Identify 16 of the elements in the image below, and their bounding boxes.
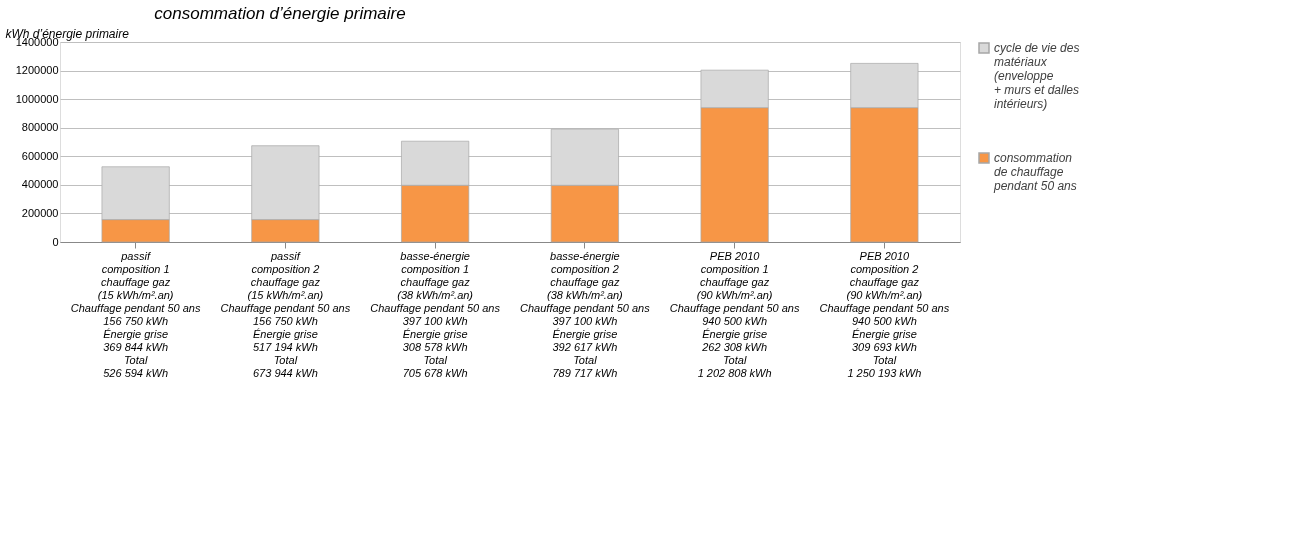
chart-title: consommation d’énergie primaire — [154, 4, 406, 23]
y-tick-label: 400000 — [21, 178, 59, 191]
legend-label: cycle de vie des matériaux (enveloppe + murs et dalles intérieurs) — [994, 41, 1080, 111]
category-label: basse-énergie composition 2 chauffage gaz (38 kWh/m².an) Chauffage pendant 50 ans 397 100 kWh Énergie grise 392 617 kWh Total 789 717 kWh — [520, 249, 650, 379]
y-tick-label: 1000000 — [15, 92, 59, 105]
y-tick-label: 800000 — [21, 121, 59, 134]
y-tick-label: 600000 — [21, 149, 59, 162]
category-label: PEB 2010 composition 1 chauffage gaz (90 kWh/m².an) Chauffage pendant 50 ans 940 500 kWh Énergie grise 262 308 kWh Total 1 202 808 kWh — [669, 249, 800, 379]
legend-label: consommation de chauffage pendant 50 ans — [993, 151, 1077, 193]
category-label: passif composition 2 chauffage gaz (15 kWh/m².an) Chauffage pendant 50 ans 156 750 kWh Énergie grise 517 194 kWh Total 673 944 kWh — [220, 249, 351, 379]
category-label: PEB 2010 composition 2 chauffage gaz (90 kWh/m².an) Chauffage pendant 50 ans 940 500 kWh Énergie grise 309 693 kWh Total 1 250 193 kWh — [819, 249, 950, 379]
category-label: passif composition 1 chauffage gaz (15 kWh/m².an) Chauffage pendant 50 ans 156 750 kWh Énergie grise 369 844 kWh Total 526 594 kWh — [70, 249, 201, 379]
category-label: basse-énergie composition 1 chauffage gaz (38 kWh/m².an) Chauffage pendant 50 ans 397 100 kWh Énergie grise 308 578 kWh Total 705 678 kWh — [370, 249, 500, 379]
y-tick-label: 1200000 — [15, 64, 59, 77]
y-tick-label: 0 — [52, 235, 59, 248]
y-tick-label: 200000 — [21, 206, 59, 219]
